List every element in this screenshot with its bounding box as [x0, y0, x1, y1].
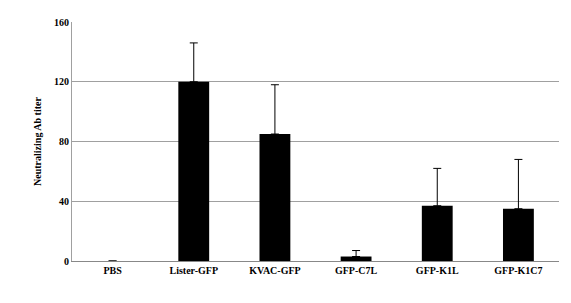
- svg-text:120: 120: [54, 76, 69, 87]
- svg-text:40: 40: [59, 196, 69, 207]
- svg-text:160: 160: [54, 17, 69, 28]
- svg-text:0: 0: [64, 256, 69, 267]
- svg-text:80: 80: [59, 136, 69, 147]
- svg-text:GFP-K1C7: GFP-K1C7: [494, 265, 542, 276]
- svg-text:GFP-C7L: GFP-C7L: [335, 265, 378, 276]
- svg-text:PBS: PBS: [103, 265, 122, 276]
- svg-text:GFP-K1L: GFP-K1L: [416, 265, 459, 276]
- svg-text:Neutralizing Ab titer: Neutralizing Ab titer: [32, 97, 43, 186]
- svg-text:Lister-GFP: Lister-GFP: [169, 265, 218, 276]
- svg-text:KVAC-GFP: KVAC-GFP: [249, 265, 300, 276]
